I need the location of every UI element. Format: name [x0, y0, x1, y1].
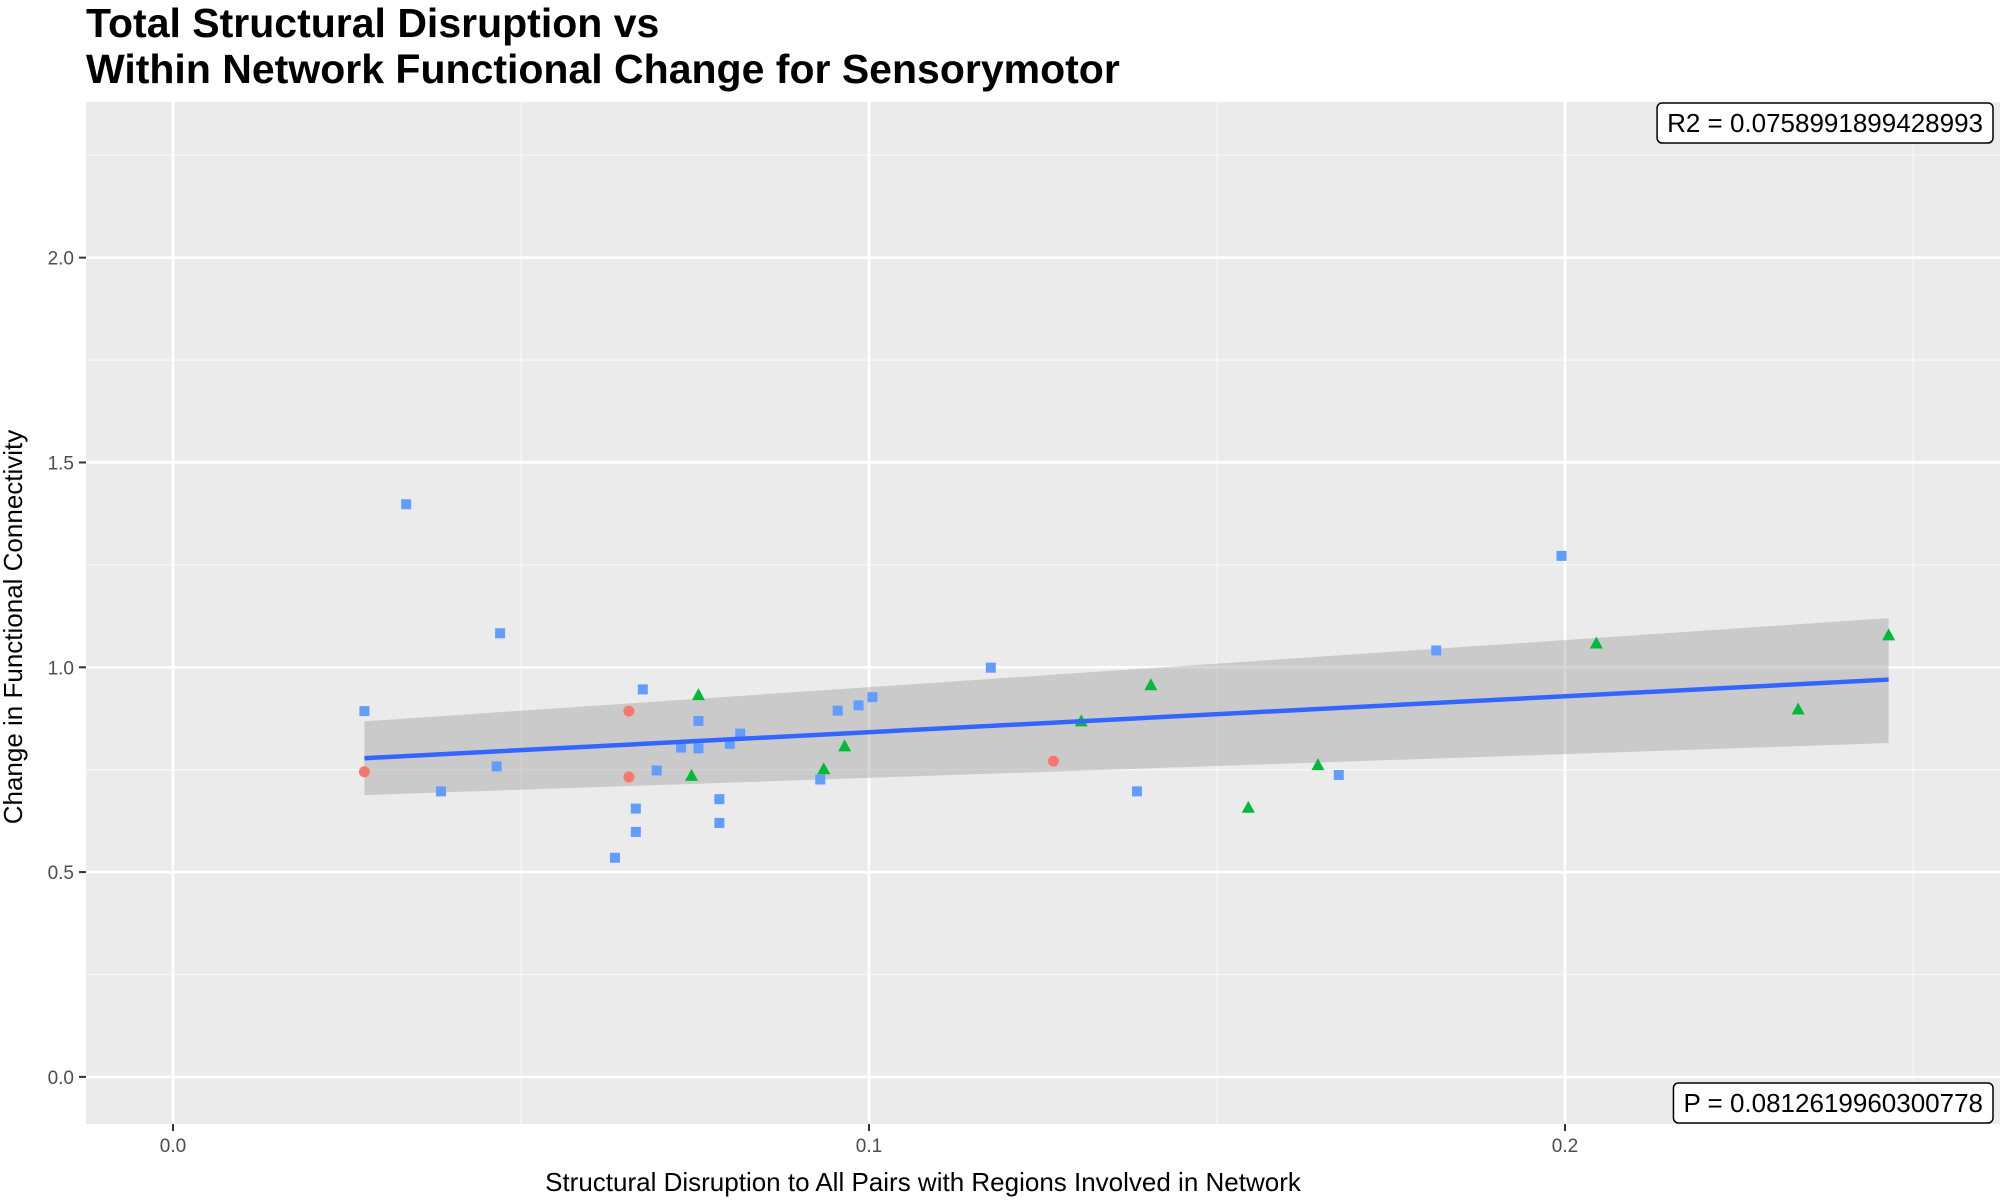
p-annotation-box: [1672, 1082, 1994, 1124]
data-point-triangle: [1882, 628, 1896, 641]
data-point-triangle: [685, 768, 699, 781]
r2-annotation: R2 = 0.0758991899428993: [1667, 108, 1983, 138]
data-point-square: [867, 692, 878, 703]
data-point-square: [735, 728, 746, 739]
data-point-square: [832, 705, 843, 716]
chart-title-line-2: Within Network Functional Change for Sen…: [86, 46, 1120, 92]
data-point-square: [1556, 550, 1567, 561]
y-tick-label: 1.0: [48, 658, 74, 679]
data-point-triangle: [817, 762, 831, 775]
data-point-square: [491, 761, 502, 772]
data-point-square: [853, 700, 864, 711]
data-point-square: [1131, 786, 1142, 797]
x-axis-title: Structural Disruption to All Pairs with …: [545, 1167, 1302, 1197]
data-point-triangle: [1144, 678, 1158, 691]
data-point-circle: [623, 705, 635, 717]
data-point-square: [651, 765, 662, 776]
data-point-square: [495, 628, 506, 639]
chart-title-line-1: Total Structural Disruption vs: [86, 0, 660, 46]
data-point-square: [637, 684, 648, 695]
x-tick-label: 0.2: [1552, 1136, 1578, 1157]
plot-panel: [86, 102, 2000, 1124]
data-point-square: [815, 774, 826, 785]
y-tick-label: 1.5: [48, 453, 74, 474]
data-point-triangle: [1241, 800, 1255, 813]
data-point-triangle: [691, 688, 705, 701]
x-tick-label: 0.1: [856, 1136, 882, 1157]
data-point-square: [609, 852, 620, 863]
data-point-square: [693, 715, 704, 726]
data-point-square: [676, 742, 687, 753]
regression-line: [364, 677, 1889, 761]
r2-annotation-box: [1656, 102, 1994, 144]
data-point-circle: [623, 771, 635, 783]
p-annotation: P = 0.0812619960300778: [1683, 1088, 1983, 1118]
data-point-square: [693, 743, 704, 754]
data-point-square: [714, 794, 725, 805]
data-point-triangle: [1791, 702, 1805, 715]
data-point-circle: [358, 766, 370, 778]
data-point-triangle: [838, 739, 852, 752]
data-point-circle: [1047, 755, 1059, 767]
chart-title: Total Structural Disruption vs Within Ne…: [86, 0, 1120, 92]
data-point-square: [985, 662, 996, 673]
data-point-square: [630, 826, 641, 837]
data-point-square: [1333, 770, 1344, 781]
y-axis-title: Change in Functional Connectivity: [0, 430, 28, 825]
y-tick-label: 0.0: [48, 1068, 74, 1089]
x-tick-label: 0.0: [160, 1136, 186, 1157]
data-point-triangle: [1311, 758, 1325, 771]
data-point-square: [1431, 645, 1442, 656]
y-tick-label: 0.5: [48, 863, 74, 884]
confidence-band: [364, 618, 1889, 796]
y-tick-label: 2.0: [48, 249, 74, 270]
data-point-square: [630, 803, 641, 814]
data-point-square: [435, 786, 446, 797]
data-point-triangle: [1589, 636, 1603, 649]
data-point-square: [401, 499, 412, 510]
data-point-square: [714, 817, 725, 828]
data-point-square: [359, 706, 370, 717]
data-point-square: [724, 738, 735, 749]
